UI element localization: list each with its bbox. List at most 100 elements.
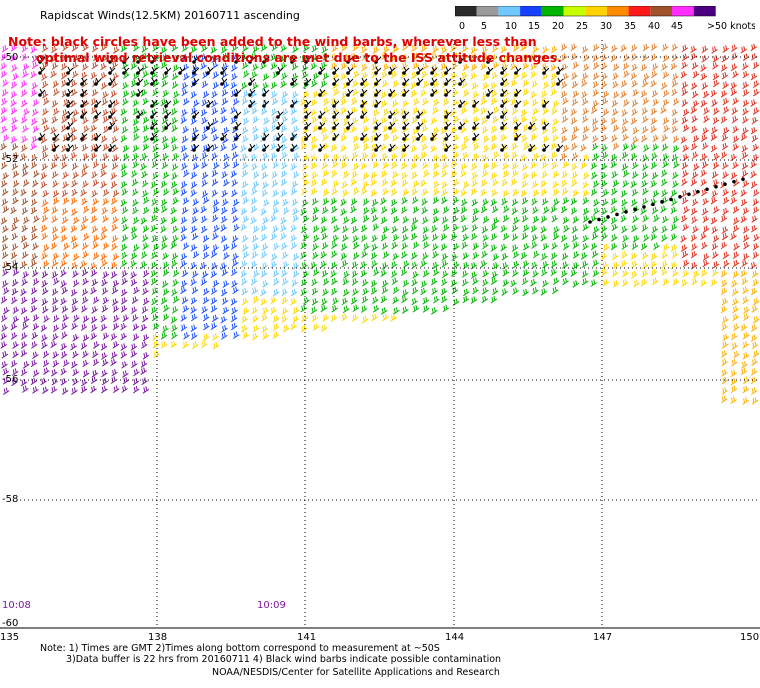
wind-barb	[270, 306, 277, 315]
flagged-barb	[389, 143, 396, 151]
flagged-barb	[403, 132, 410, 140]
wind-barb	[571, 225, 579, 234]
flagged-barb	[179, 66, 186, 74]
wind-barb	[70, 79, 78, 88]
wind-barb	[100, 252, 107, 261]
wind-barb	[280, 80, 287, 88]
wind-barb	[271, 253, 278, 261]
wind-barb	[2, 225, 9, 233]
wind-barb	[731, 107, 739, 115]
wind-barb	[671, 198, 678, 207]
wind-barb	[582, 207, 590, 216]
flagged-barb	[53, 132, 60, 140]
wind-barb	[112, 72, 119, 80]
wind-barb	[411, 188, 419, 196]
wind-barb	[571, 163, 578, 171]
wind-barb	[412, 271, 419, 279]
wind-barb	[111, 298, 119, 306]
wind-barb	[261, 262, 269, 270]
wind-barb	[571, 234, 579, 243]
wind-barb	[50, 126, 57, 135]
wind-barb	[113, 314, 120, 323]
wind-barb	[212, 232, 219, 241]
flagged-barb	[501, 110, 508, 118]
wind-barb	[543, 206, 550, 214]
wind-barb	[471, 179, 479, 187]
wind-barb	[552, 277, 560, 286]
flagged-barb	[543, 143, 550, 151]
wind-barb	[661, 268, 668, 276]
wind-barb	[170, 216, 178, 225]
wind-barb	[190, 107, 198, 115]
wind-barb	[162, 313, 170, 322]
wind-barb	[642, 214, 649, 223]
wind-barb	[470, 261, 478, 270]
wind-barb	[231, 206, 238, 215]
wind-barb	[290, 297, 297, 306]
wind-barb	[20, 153, 27, 161]
flagged-barb	[39, 88, 46, 96]
wind-barb	[600, 172, 608, 180]
wind-barb	[542, 107, 549, 115]
wind-barb	[420, 151, 428, 159]
wind-barb	[61, 286, 69, 295]
wind-barb	[122, 153, 130, 161]
wind-barb	[241, 234, 249, 243]
wind-barb	[250, 260, 258, 269]
wind-barb	[242, 117, 250, 126]
wind-barb	[240, 207, 248, 216]
wind-barb	[742, 253, 750, 261]
wind-barb	[112, 189, 120, 198]
wind-barb	[422, 296, 430, 305]
wind-barb	[202, 90, 210, 99]
wind-barb	[400, 206, 408, 214]
wind-barb	[282, 198, 289, 207]
wind-barb	[280, 54, 288, 62]
wind-barb	[263, 199, 270, 207]
wind-barb	[150, 224, 158, 233]
wind-barb	[721, 323, 728, 331]
wind-barb	[133, 286, 140, 295]
wind-barb	[322, 197, 330, 206]
wind-barb	[63, 98, 70, 107]
flagged-barb	[193, 55, 200, 63]
wind-barb	[261, 163, 268, 171]
wind-barb	[190, 45, 198, 54]
wind-barb	[680, 214, 688, 223]
wind-barb	[101, 352, 108, 360]
wind-barb	[662, 243, 670, 252]
wind-barb	[110, 172, 118, 180]
wind-barb	[42, 350, 50, 359]
wind-barb	[21, 144, 28, 153]
contamination-marker	[615, 212, 619, 217]
wind-barb	[180, 225, 188, 234]
wind-barb	[382, 188, 389, 196]
wind-barb	[71, 208, 78, 216]
wind-barb	[302, 270, 309, 279]
wind-barb	[501, 197, 508, 206]
wind-barb	[622, 279, 629, 287]
wind-barb	[562, 160, 570, 169]
wind-barb	[142, 116, 150, 125]
wind-barb	[711, 242, 719, 251]
wind-barb	[311, 314, 319, 323]
flagged-barb	[333, 99, 340, 107]
wind-barb	[720, 151, 728, 159]
wind-barb	[742, 341, 749, 349]
wind-barb	[681, 161, 689, 170]
wind-barb	[511, 207, 519, 215]
wind-barb	[91, 88, 99, 97]
wind-barb	[472, 277, 479, 285]
wind-barb	[502, 189, 510, 198]
wind-barb	[312, 251, 319, 260]
wind-barb	[182, 126, 189, 134]
wind-barb	[441, 46, 448, 54]
wind-barb	[140, 217, 148, 225]
wind-barb	[572, 125, 580, 134]
wind-barb	[650, 252, 658, 261]
wind-barb	[551, 55, 559, 63]
wind-barb	[190, 181, 198, 189]
wind-barb	[483, 144, 490, 153]
wind-barb	[610, 206, 617, 214]
wind-barb	[540, 288, 548, 296]
